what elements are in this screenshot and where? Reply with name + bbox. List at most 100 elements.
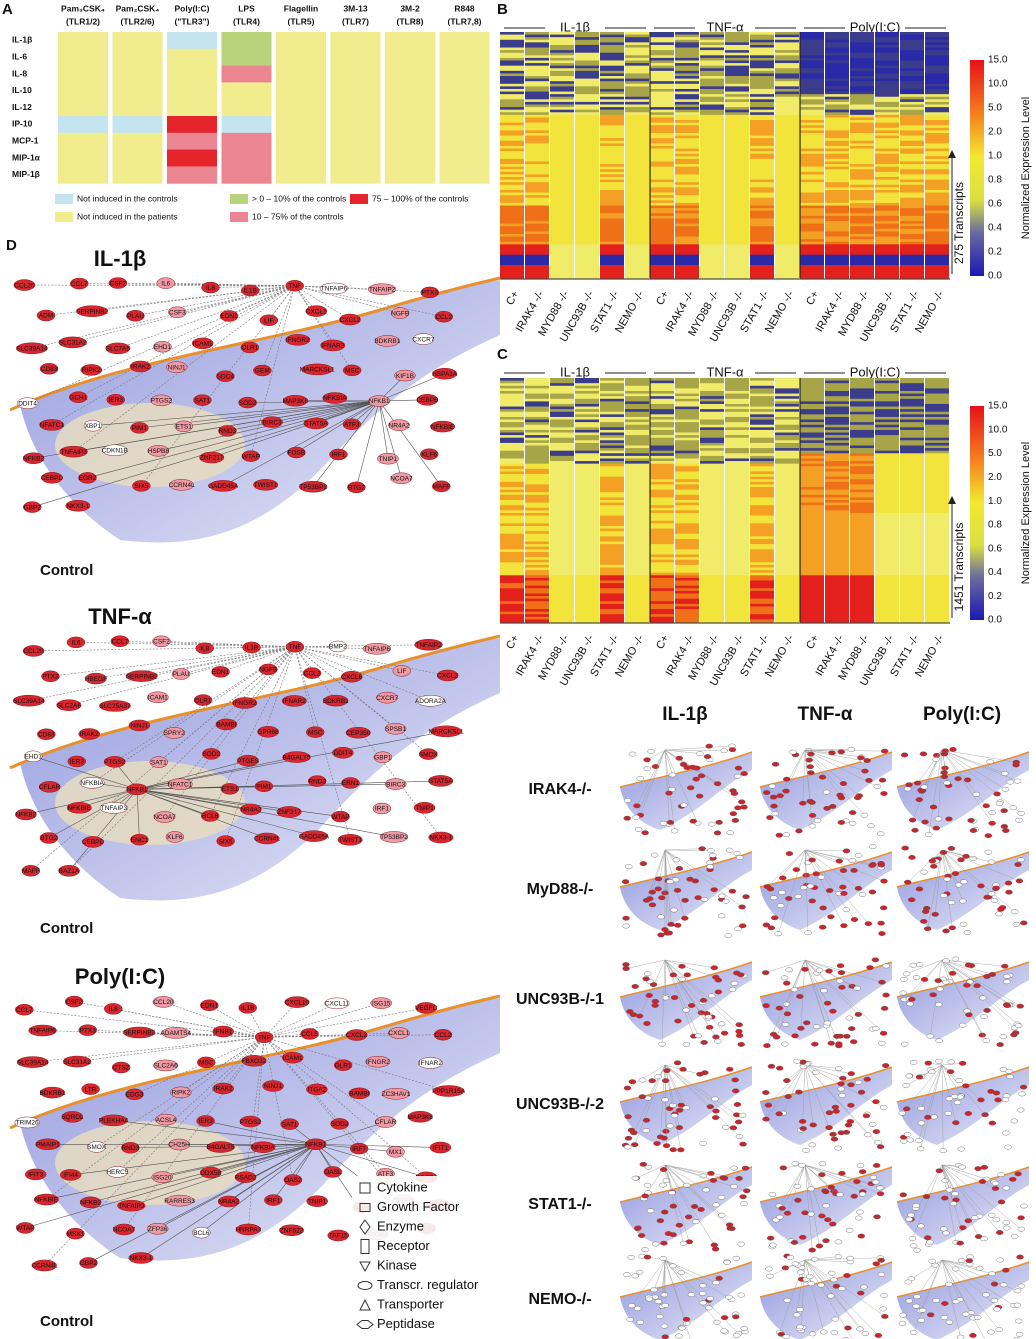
heatmap-strip	[525, 177, 549, 180]
heatmap-strip	[675, 612, 699, 615]
heatmap-strip	[600, 40, 624, 43]
heatmap-strip	[875, 430, 899, 433]
heatmap-strip	[675, 417, 699, 420]
heatmap-strip	[625, 588, 649, 591]
heatmap-strip	[675, 182, 699, 185]
gene-node	[669, 773, 676, 777]
heatmap-strip	[875, 378, 899, 381]
heatmap-strip	[750, 518, 774, 521]
gene-label: TNFAIP6	[364, 646, 391, 653]
heatmap-strip	[600, 234, 624, 237]
heatmap-strip	[800, 412, 824, 415]
network-thumbnail	[897, 846, 1029, 935]
heatmap-strip	[850, 521, 874, 524]
heatmap-strip	[575, 536, 599, 539]
heatmap-strip	[750, 495, 774, 498]
gene-node	[649, 890, 656, 894]
heatmap-strip	[775, 99, 799, 102]
heatmap-strip	[675, 453, 699, 456]
heatmap-strip	[700, 542, 724, 545]
gene-node	[689, 765, 696, 769]
heatmap-strip	[600, 542, 624, 545]
heatmap-strip	[900, 433, 924, 436]
heatmap-strip	[725, 425, 749, 428]
gene-node	[835, 1042, 842, 1046]
heatmap-strip	[900, 586, 924, 589]
legend-label: Transporter	[377, 1296, 444, 1311]
heatmap-strip	[825, 200, 849, 203]
heatmap-strip	[575, 591, 599, 594]
heatmap-strip	[600, 112, 624, 115]
heatmap-strip	[700, 518, 724, 521]
heatmap-strip	[650, 86, 674, 89]
heatmap-strip	[775, 487, 799, 490]
heatmap-strip	[900, 567, 924, 570]
heatmap-strip	[900, 378, 924, 381]
heatmap-strip	[850, 510, 874, 513]
heatmap-strip	[800, 239, 824, 242]
heatmap-strip	[900, 573, 924, 576]
gene-node	[729, 987, 736, 991]
gene-node	[813, 1024, 820, 1028]
heatmap-strip	[675, 164, 699, 167]
heatmap-strip	[700, 112, 724, 115]
gene-node	[707, 864, 714, 868]
heatmap-strip	[750, 420, 774, 423]
heatmap-strip	[900, 523, 924, 526]
heatmap-strip	[575, 588, 599, 591]
heatmap-strip	[550, 182, 574, 185]
heatmap-strip	[725, 490, 749, 493]
heatmap-strip	[525, 112, 549, 115]
heatmap-strip	[775, 529, 799, 532]
heatmap-strip	[525, 601, 549, 604]
heatmap-strip	[850, 378, 874, 381]
gene-label: ISG20	[153, 1174, 172, 1181]
heatmap-strip	[875, 433, 899, 436]
heatmap-strip	[725, 617, 749, 620]
heatmap-strip	[925, 213, 949, 216]
gene-label: ERN1	[342, 780, 360, 787]
gene-label: BCL6	[202, 813, 219, 820]
heatmap-strip	[550, 443, 574, 446]
heatmap-strip	[700, 226, 724, 229]
gene-node	[1018, 811, 1025, 815]
heatmap-strip	[625, 539, 649, 542]
heatmap-strip	[500, 125, 524, 128]
heatmap-strip	[725, 518, 749, 521]
gene-node	[766, 815, 773, 819]
heatmap-strip	[825, 226, 849, 229]
heatmap-strip	[550, 151, 574, 154]
heatmap-strip	[675, 255, 699, 258]
heatmap-strip	[875, 221, 899, 224]
gene-node	[952, 957, 959, 961]
heatmap-strip	[675, 474, 699, 477]
heatmap-strip	[925, 89, 949, 92]
heatmap-strip	[875, 612, 899, 615]
gene-node	[734, 851, 741, 855]
heatmap-strip	[750, 107, 774, 110]
gene-node	[783, 777, 790, 781]
heatmap-strip	[525, 81, 549, 84]
heatmap-strip	[825, 438, 849, 441]
heatmap-strip	[575, 76, 599, 79]
heatmap-strip	[825, 614, 849, 617]
heatmap-strip	[525, 71, 549, 74]
heatmap-strip	[925, 97, 949, 100]
heatmap-strip	[775, 401, 799, 404]
heatmap-strip	[850, 130, 874, 133]
heatmap-strip	[850, 79, 874, 82]
heatmap-strip	[625, 99, 649, 102]
heatmap-strip	[600, 151, 624, 154]
gene-node	[855, 1012, 862, 1016]
heatmap-strip	[825, 123, 849, 126]
heatmap-strip	[700, 500, 724, 503]
heatmap-strip	[825, 451, 849, 454]
heatmap-strip	[725, 247, 749, 250]
heatmap-strip	[650, 180, 674, 183]
gene-node	[706, 860, 713, 864]
heatmap-strip	[650, 270, 674, 273]
heatmap-strip	[875, 510, 899, 513]
heatmap-strip	[550, 521, 574, 524]
heatmap-strip	[600, 503, 624, 506]
heatmap-strip	[850, 490, 874, 493]
